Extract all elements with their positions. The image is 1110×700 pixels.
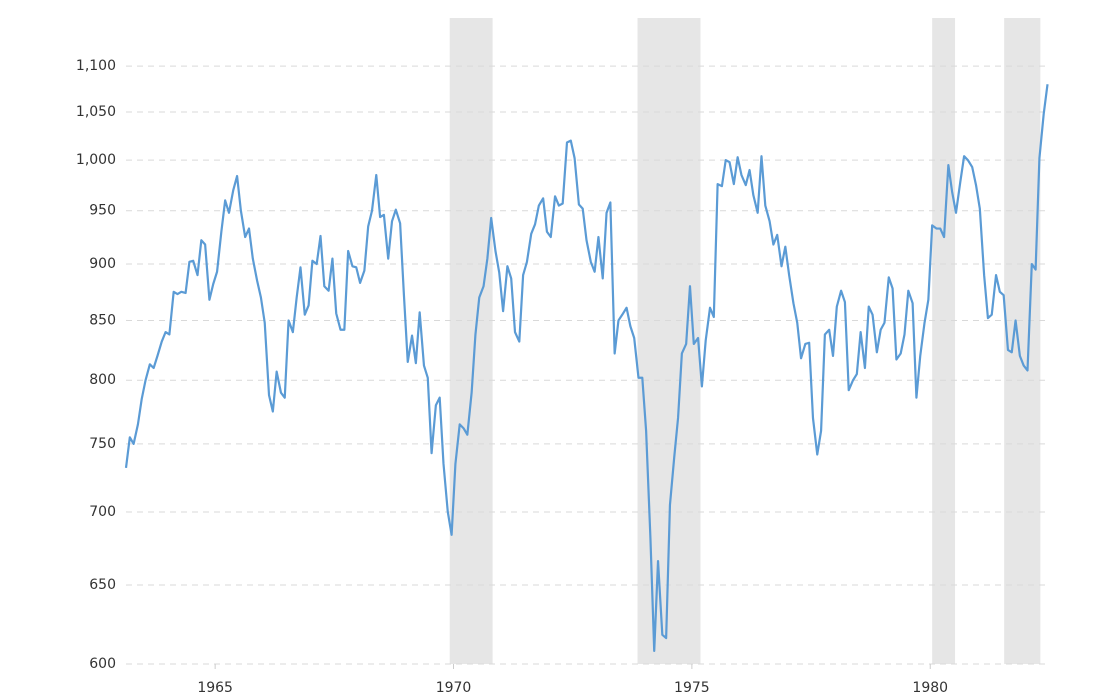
y-tick-label: 700 [89, 504, 116, 520]
y-tick-label: 1,000 [76, 152, 116, 168]
y-tick-label: 800 [89, 372, 116, 388]
x-tick-label: 1975 [674, 680, 710, 696]
x-tick-label: 1970 [436, 680, 472, 696]
recession-band [932, 18, 956, 664]
y-tick-label: 750 [89, 436, 116, 452]
y-tick-label: 950 [89, 203, 116, 219]
recession-band [1004, 18, 1041, 664]
y-tick-label: 1,050 [76, 104, 116, 120]
y-tick-label: 1,100 [76, 58, 116, 74]
price-line [124, 84, 1049, 653]
recession-band [449, 18, 493, 664]
y-tick-label: 900 [89, 256, 116, 272]
x-tick-label: 1965 [197, 680, 233, 696]
y-tick-label: 650 [89, 577, 116, 593]
y-tick-label: 600 [89, 656, 116, 672]
y-tick-label: 850 [89, 312, 116, 328]
x-tick-label: 1980 [912, 680, 948, 696]
